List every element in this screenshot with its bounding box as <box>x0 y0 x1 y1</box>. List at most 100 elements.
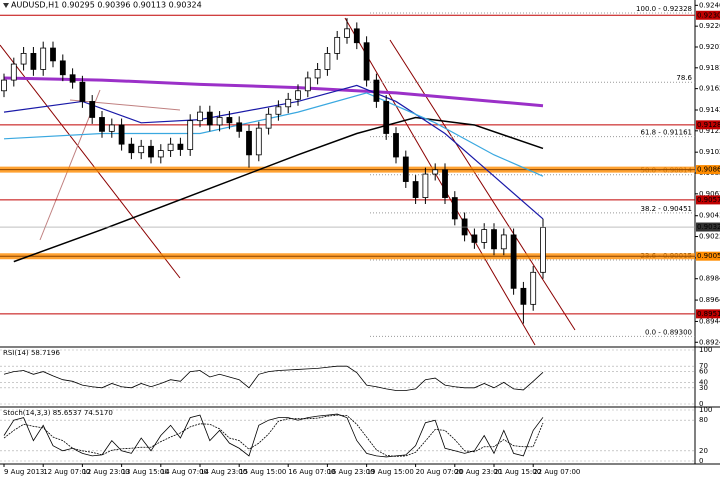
candle-body <box>30 52 37 70</box>
y-tick-label: 40 <box>699 378 708 386</box>
fib-label: 38.2 - 0.90451 <box>640 205 692 213</box>
candle-body <box>393 133 399 158</box>
candle-body <box>295 90 301 100</box>
y-tick-label: 100 <box>699 406 712 414</box>
channel-line <box>389 39 576 331</box>
y-tick-label: 0.91620 <box>699 85 720 93</box>
candle-body <box>353 28 360 44</box>
candle-body <box>177 143 184 150</box>
candle-body <box>59 60 66 76</box>
x-tick-label: 9 Aug 2013 <box>4 468 44 476</box>
candle-body <box>481 229 488 243</box>
moving-average <box>3 92 544 177</box>
candle-body <box>334 36 341 54</box>
level-tag <box>696 309 720 319</box>
stoch-line <box>3 413 544 458</box>
candle-body <box>216 117 223 126</box>
y-tick-label: 70 <box>699 362 708 370</box>
moving-average <box>13 116 544 263</box>
y-tick-label: 0.91025 <box>699 148 720 156</box>
candle-body <box>471 234 478 243</box>
y-tick-label: 0.89640 <box>699 296 720 304</box>
level-label: 0.92307 <box>697 11 720 19</box>
candle-body <box>491 229 497 250</box>
current-price-tag <box>696 222 720 232</box>
candle-body <box>50 47 56 62</box>
x-tick-label: 12 Aug 23:00 <box>82 468 129 476</box>
y-tick-label: 0.90635 <box>699 190 720 198</box>
candle-body <box>99 117 105 132</box>
x-tick-label: 14 Aug 23:00 <box>200 468 247 476</box>
y-tick-label: 0.92400 <box>699 1 720 9</box>
candle-body <box>138 145 145 154</box>
rsi-line <box>3 365 544 391</box>
level-tag <box>696 165 720 175</box>
candle-body <box>20 52 27 65</box>
x-tick-label: 21 Aug 15:00 <box>494 468 541 476</box>
candle-body <box>500 234 507 250</box>
candle-body <box>187 120 194 150</box>
candle-body <box>89 101 96 118</box>
level-label: 0.90051 <box>697 252 720 260</box>
x-tick-label: 20 Aug 23:00 <box>455 468 502 476</box>
channel-line <box>344 17 536 346</box>
candle-body <box>197 111 203 122</box>
candle-body <box>265 113 272 129</box>
candle-body <box>69 74 76 83</box>
candle-body <box>324 52 331 70</box>
candle-body <box>157 150 164 158</box>
y-tick-label: 0.89245 <box>699 338 720 346</box>
y-tick-label: 0 <box>699 400 703 408</box>
candle-body <box>530 271 537 305</box>
y-tick-label: 0.89840 <box>699 275 720 283</box>
symbol-icon <box>3 3 9 8</box>
candle-body <box>373 79 380 102</box>
y-tick-label: 0.91225 <box>699 127 720 135</box>
fib-label: 61.8 - 0.91161 <box>640 129 692 137</box>
candle-body <box>451 197 458 220</box>
y-tick-label: 30 <box>699 384 708 392</box>
candle-body <box>40 47 47 70</box>
candle-body <box>520 287 527 305</box>
channel-line <box>0 44 181 279</box>
candle-body <box>148 145 154 158</box>
current-price-label: 0.90324 <box>697 223 720 231</box>
candle-body <box>1 79 7 92</box>
y-tick-label: 100 <box>699 346 712 354</box>
candle-body <box>10 63 17 81</box>
channels <box>0 17 576 346</box>
candle-body <box>442 169 448 198</box>
x-tick-label: 13 Aug 15:00 <box>122 468 169 476</box>
candle-body <box>108 124 115 132</box>
x-tick-label: 16 Aug 07:00 <box>288 468 335 476</box>
candle-body <box>304 77 311 92</box>
candle-body <box>255 127 262 156</box>
chart-title: AUDUSD,H1 0.90295 0.90396 0.90113 0.9032… <box>11 1 202 10</box>
y-tick-label: 0.90235 <box>699 233 720 241</box>
x-tick-label: 19 Aug 15:00 <box>367 468 414 476</box>
y-tick-label: 0 <box>699 457 703 465</box>
x-tick-label: 20 Aug 07:00 <box>416 468 463 476</box>
candle-body <box>540 227 546 273</box>
level-label: 0.91281 <box>697 121 720 129</box>
fib-label: 0.0 - 0.89300 <box>645 328 692 336</box>
y-tick-label: 0.91420 <box>699 106 720 114</box>
level-tag <box>696 10 720 20</box>
rsi-title: RSI(14) 58.7196 <box>3 349 60 357</box>
candle-body <box>432 169 439 175</box>
channel-line <box>69 99 181 111</box>
level-label: 0.90578 <box>697 196 720 204</box>
stoch-line <box>3 414 544 457</box>
candle-body <box>167 143 174 151</box>
level-tag <box>696 120 720 130</box>
y-tick-label: 20 <box>699 447 708 455</box>
y-tick-label: 0.92010 <box>699 43 720 51</box>
candle-body <box>412 181 419 198</box>
candle-body <box>510 234 517 289</box>
candle-body <box>344 28 350 38</box>
candle-body <box>402 156 409 182</box>
candle-body <box>314 69 321 79</box>
y-tick-label: 0.92205 <box>699 22 720 30</box>
level-tag <box>696 251 720 261</box>
